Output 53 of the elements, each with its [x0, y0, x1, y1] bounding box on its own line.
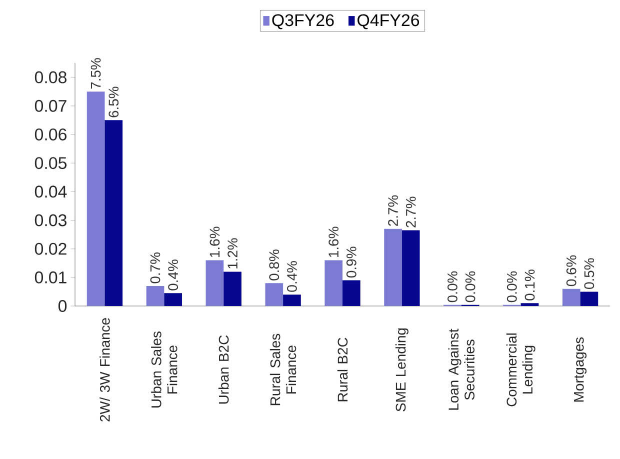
- x-tick-label: Loan Against Securities: [448, 328, 474, 410]
- bar: [384, 228, 402, 306]
- data-label: 0.8%: [269, 250, 280, 280]
- x-tick-label: 2W/ 3W Finance: [100, 318, 110, 422]
- bar: [224, 272, 242, 306]
- x-tick-label: Mortgages: [574, 337, 587, 402]
- bar: [520, 303, 539, 306]
- y-tick-label: 0.03: [34, 214, 66, 226]
- data-label: 2.7%: [406, 196, 416, 228]
- data-label: 7.5%: [90, 58, 101, 89]
- x-tick-label: Rural B2C: [337, 338, 348, 402]
- x-tick-label: SME Lending: [395, 328, 408, 412]
- x-tick-label: Urban B2C: [218, 335, 229, 404]
- data-label: 0.0%: [465, 271, 476, 302]
- legend-label: Q3FY26: [272, 14, 334, 30]
- data-label: 0.5%: [584, 258, 594, 289]
- data-label: 0.1%: [524, 270, 535, 300]
- bar: [342, 280, 360, 306]
- data-label: 1.6%: [328, 226, 339, 257]
- bar: [580, 292, 598, 306]
- data-label: 6.5%: [108, 86, 119, 118]
- x-tick-label: Rural Sales Finance: [270, 334, 296, 406]
- bar: [562, 288, 580, 306]
- bar: [146, 286, 164, 306]
- x-tick-label: Urban Sales Finance: [151, 332, 178, 408]
- data-label: 0.9%: [346, 246, 356, 278]
- bar: [265, 283, 284, 306]
- y-tick-label: 0.08: [34, 71, 66, 84]
- data-label: 2.7%: [388, 195, 398, 226]
- data-label: 0.7%: [150, 252, 160, 284]
- legend-label: Q4FY26: [358, 14, 420, 30]
- data-label: 0.6%: [566, 255, 576, 286]
- bar: [206, 260, 224, 306]
- bar: [104, 120, 123, 306]
- bar: [86, 92, 105, 306]
- x-tick-label: Commercial Lending: [506, 334, 536, 406]
- bar: [283, 294, 301, 306]
- y-tick-label: 0: [58, 300, 67, 312]
- data-label: 0.0%: [448, 271, 458, 302]
- y-tick-label: 0.01: [34, 271, 66, 284]
- y-tick-label: 0.02: [34, 242, 66, 255]
- y-tick-label: 0.06: [34, 128, 66, 140]
- bar: [164, 293, 182, 306]
- data-label: 0.4%: [287, 261, 297, 292]
- y-tick-label: 0.07: [34, 100, 66, 112]
- y-tick-label: 0.04: [34, 186, 67, 198]
- bar: [324, 260, 342, 306]
- data-label: 1.6%: [210, 226, 220, 257]
- y-tick-label: 0.05: [34, 157, 67, 170]
- data-label: 1.2%: [228, 238, 238, 268]
- data-label: 0.0%: [506, 271, 517, 302]
- data-label: 0.4%: [168, 260, 178, 290]
- bar: [402, 230, 420, 306]
